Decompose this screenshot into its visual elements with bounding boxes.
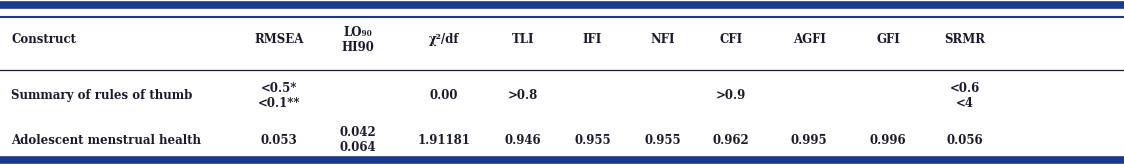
Text: 1.91181: 1.91181 xyxy=(417,134,471,147)
Text: IFI: IFI xyxy=(582,33,602,46)
Text: 0.042
0.064: 0.042 0.064 xyxy=(339,126,375,154)
Text: >0.8: >0.8 xyxy=(508,89,537,102)
Text: 0.995: 0.995 xyxy=(791,134,827,147)
Text: 0.996: 0.996 xyxy=(870,134,906,147)
Text: 0.00: 0.00 xyxy=(429,89,459,102)
Text: 0.962: 0.962 xyxy=(713,134,749,147)
Text: <0.6
<4: <0.6 <4 xyxy=(950,82,979,110)
Text: LO₉₀
HI90: LO₉₀ HI90 xyxy=(341,26,374,54)
Text: CFI: CFI xyxy=(719,33,742,46)
Text: GFI: GFI xyxy=(876,33,900,46)
Text: 0.955: 0.955 xyxy=(574,134,610,147)
Text: 0.946: 0.946 xyxy=(505,134,541,147)
Text: <0.5*
<0.1**: <0.5* <0.1** xyxy=(257,82,300,110)
Text: χ²/df: χ²/df xyxy=(428,33,460,46)
Text: NFI: NFI xyxy=(651,33,676,46)
Text: SRMR: SRMR xyxy=(944,33,985,46)
Text: 0.955: 0.955 xyxy=(645,134,681,147)
Text: >0.9: >0.9 xyxy=(716,89,745,102)
Text: Construct: Construct xyxy=(11,33,76,46)
Text: Summary of rules of thumb: Summary of rules of thumb xyxy=(11,89,192,102)
Text: TLI: TLI xyxy=(511,33,534,46)
Text: AGFI: AGFI xyxy=(792,33,826,46)
Text: 0.056: 0.056 xyxy=(946,134,982,147)
Text: RMSEA: RMSEA xyxy=(254,33,303,46)
Text: Adolescent menstrual health: Adolescent menstrual health xyxy=(11,134,201,147)
Text: 0.053: 0.053 xyxy=(261,134,297,147)
